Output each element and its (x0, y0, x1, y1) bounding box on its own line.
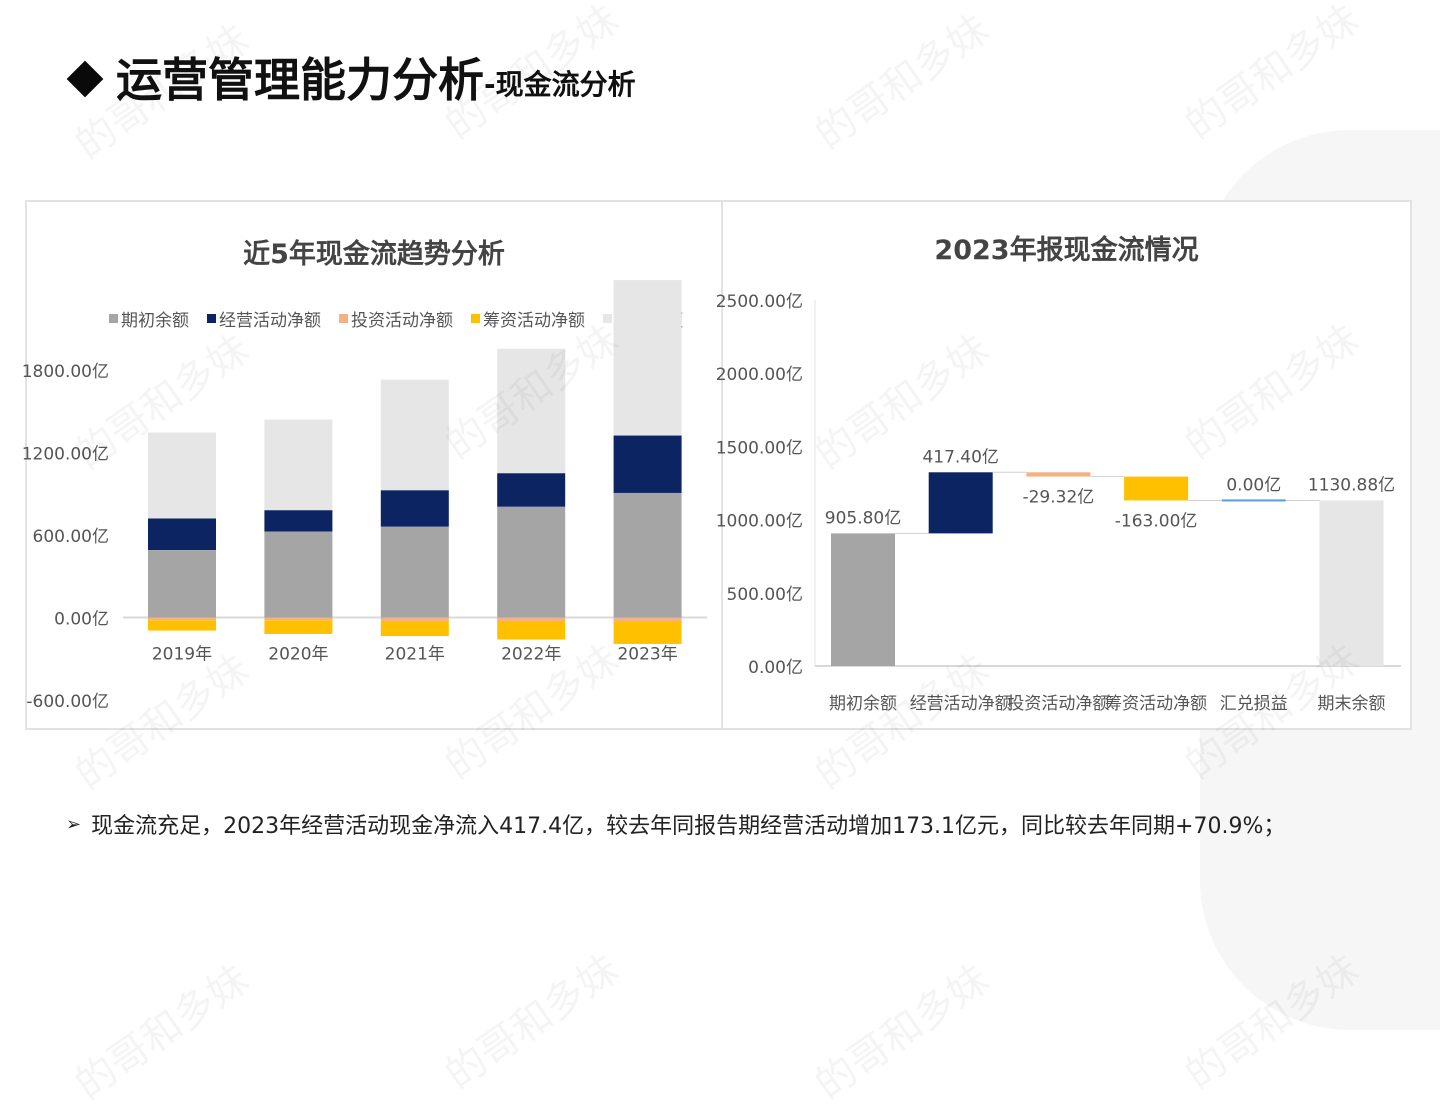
y-tick-label: 1000.00亿 (716, 512, 803, 532)
x-tick-label: 筹资活动净额 (1105, 694, 1207, 714)
page-subtitle: -现金流分析 (484, 68, 636, 101)
bar-segment-investing (613, 617, 682, 622)
data-label: 905.80亿 (825, 508, 901, 528)
waterfall-bar (1221, 499, 1286, 502)
legend-label: 投资活动净额 (351, 311, 453, 331)
data-label: 0.00亿 (1226, 475, 1281, 495)
y-tick-label: 600.00亿 (33, 527, 109, 547)
x-tick-label: 2020年 (268, 645, 328, 665)
x-tick-label: 2022年 (501, 645, 561, 665)
bar-segment-operating (148, 518, 216, 551)
watermark: 的哥和多妹 (431, 938, 628, 1100)
bar-segment-investing (497, 617, 566, 621)
bar-segment-opening-balance (148, 550, 216, 618)
slide-header: 运营管理能力分析 -现金流分析 (64, 50, 636, 110)
trend-chart-plot: 1800.00亿 1200.00亿 600.00亿 0.00亿 -600.00亿 2019… (22, 280, 707, 712)
watermark: 的哥和多妹 (1171, 0, 1368, 150)
trend-chart-title: 近5年现金流趋势分析 (243, 239, 505, 270)
bar-segment-closing-balance (497, 348, 566, 474)
bar-segment-opening-balance (264, 531, 333, 618)
legend-item: 投资活动净额 (339, 306, 453, 331)
bar-segment-closing-balance (380, 379, 449, 491)
x-tick-label: 期初余额 (829, 694, 897, 714)
data-label: 1130.88亿 (1308, 475, 1395, 495)
x-tick-label: 汇兑损益 (1220, 694, 1288, 714)
bar-segment-operating (380, 490, 449, 527)
watermark: 的哥和多妹 (801, 0, 998, 160)
bar-segment-opening-balance (497, 506, 566, 618)
waterfall-chart-plot: 2500.00亿 2000.00亿 1500.00亿 1000.00亿 500.00亿 0… (716, 292, 1401, 714)
trend-chart-panel: 近5年现金流趋势分析 期初余额经营活动净额投资活动净额筹资活动净额期末余额 18… (22, 200, 723, 730)
legend-swatch (207, 314, 216, 323)
x-tick-label: 投资活动净额 (1007, 694, 1109, 714)
y-tick-label: 1200.00亿 (22, 445, 109, 465)
summary-text: 现金流充足，2023年经营活动现金净流入417.4亿，较去年同报告期经营活动增加… (91, 814, 1286, 839)
x-tick-label: 2019年 (152, 645, 212, 665)
bar-segment-operating (497, 473, 566, 507)
bar-segment-financing (613, 621, 682, 644)
waterfall-chart-title: 2023年报现金流情况 (934, 235, 1199, 266)
y-tick-label: -600.00亿 (26, 692, 109, 712)
summary-bullet: ➢ 现金流充足，2023年经营活动现金净流入417.4亿，较去年同报告期经营活动… (66, 808, 1285, 840)
legend-label: 期初余额 (121, 311, 189, 331)
legend-swatch (603, 314, 612, 323)
legend-swatch (339, 314, 348, 323)
bar-segment-closing-balance (613, 280, 682, 436)
page-title: 运营管理能力分析 (116, 53, 484, 107)
bar-segment-financing (380, 620, 449, 637)
arrow-bullet-icon: ➢ (66, 813, 82, 835)
diamond-bullet-icon (66, 60, 104, 98)
legend-swatch (471, 314, 480, 323)
legend-label: 筹资活动净额 (483, 311, 585, 331)
y-tick-label: 0.00亿 (748, 658, 803, 678)
data-label: -163.00亿 (1115, 511, 1198, 531)
x-tick-label: 经营活动净额 (910, 694, 1012, 714)
data-label: -29.32亿 (1022, 488, 1094, 508)
bar-segment-operating (264, 510, 333, 532)
waterfall-chart-panel: 2023年报现金流情况 2500.00亿 2000.00亿 1500.00亿 1000… (716, 200, 1412, 730)
waterfall-bar (1124, 476, 1189, 501)
bar-segment-closing-balance (148, 432, 216, 519)
bar-segment-opening-balance (613, 492, 682, 618)
y-tick-label: 2000.00亿 (716, 365, 803, 385)
legend-item: 经营活动净额 (207, 306, 321, 331)
bar-segment-investing (380, 617, 449, 621)
legend-item: 期初余额 (109, 306, 189, 331)
y-tick-label: 0.00亿 (54, 610, 109, 630)
bar-segment-financing (148, 620, 216, 631)
x-tick-label: 期末余额 (1318, 694, 1386, 714)
legend-item: 筹资活动净额 (471, 306, 585, 331)
waterfall-bar (831, 533, 895, 666)
bar-segment-operating (613, 435, 682, 493)
waterfall-bar (1026, 472, 1091, 477)
bar-segment-investing (264, 617, 333, 621)
legend-label: 经营活动净额 (219, 311, 321, 331)
trend-chart-legend: 期初余额经营活动净额投资活动净额筹资活动净额期末余额 (109, 306, 683, 331)
waterfall-bar (1319, 500, 1384, 666)
y-tick-label: 500.00亿 (727, 585, 803, 605)
legend-swatch (109, 314, 118, 323)
bar-segment-investing (148, 617, 216, 621)
bar-segment-financing (497, 620, 566, 640)
watermark: 的哥和多妹 (801, 948, 998, 1110)
y-tick-label: 1500.00亿 (716, 438, 803, 458)
data-label: 417.40亿 (922, 447, 998, 467)
y-tick-label: 2500.00亿 (716, 292, 803, 312)
bar-segment-financing (264, 620, 333, 634)
y-tick-label: 1800.00亿 (22, 362, 109, 382)
bar-segment-opening-balance (380, 526, 449, 618)
watermark: 的哥和多妹 (61, 948, 258, 1110)
x-tick-label: 2023年 (617, 645, 677, 665)
waterfall-bar (928, 472, 993, 534)
bar-segment-closing-balance (264, 419, 333, 511)
x-tick-label: 2021年 (385, 645, 445, 665)
